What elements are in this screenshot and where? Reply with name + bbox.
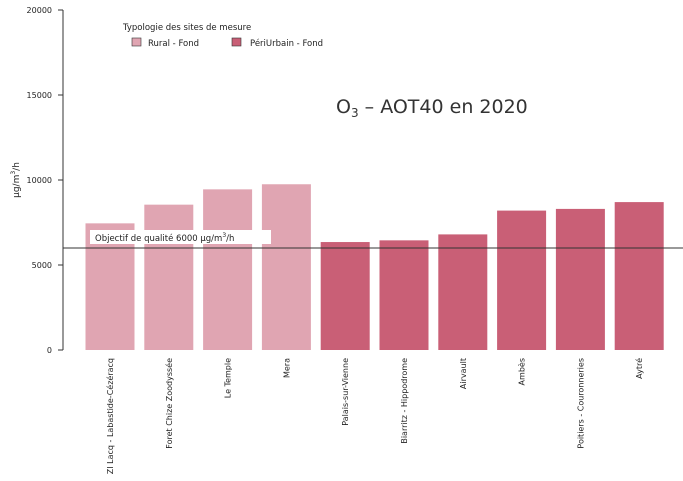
bars: [85, 184, 664, 350]
x-tick-label: Aytré: [634, 358, 644, 379]
legend-swatch-rural: [131, 37, 142, 47]
objective-label-box: [90, 230, 271, 244]
bar: [614, 202, 664, 350]
y-tick-label: 0: [47, 346, 52, 355]
x-tick-label: Palais-sur-Vienne: [341, 358, 350, 426]
y-axis-label: µg/m3/h: [10, 162, 22, 198]
bar: [438, 234, 488, 350]
legend-swatch-periurbain: [231, 37, 242, 47]
bar: [555, 208, 605, 350]
x-tick-label: Poitiers - Couronneries: [576, 358, 585, 449]
legend: Typologie des sites de mesure Rural - Fo…: [122, 23, 323, 49]
legend-label-periurbain: PériUrbain - Fond: [250, 38, 323, 49]
objective-label: Objectif de qualité 6000 µg/m3/h: [95, 232, 234, 244]
x-tick-label: Biarritz - Hippodrome: [400, 358, 409, 444]
y-tick-label: 5000: [32, 261, 52, 270]
x-tick-label: ZI Lacq - Labastide-Cézéracq: [105, 358, 115, 474]
x-tick-label: Airvault: [459, 358, 468, 389]
y-tick-label: 20000: [27, 6, 52, 15]
x-tick-label: Foret Chize Zoodyssée: [164, 358, 174, 449]
legend-title: Typologie des sites de mesure: [122, 23, 251, 33]
bar: [261, 184, 311, 350]
quality-objective: Objectif de qualité 6000 µg/m3/h: [63, 230, 683, 249]
x-tick-label: Le Temple: [224, 358, 233, 398]
bar: [203, 189, 253, 350]
y-axis-ticks: 0 5000 10000 15000 20000: [27, 6, 63, 355]
x-tick-label: Mera: [282, 358, 291, 378]
bar: [85, 223, 135, 350]
x-axis-labels: ZI Lacq - Labastide-Cézéracq Foret Chize …: [105, 358, 644, 474]
bar: [497, 210, 547, 350]
bar: [144, 204, 194, 350]
bar: [320, 242, 370, 350]
y-tick-label: 10000: [27, 176, 52, 185]
legend-label-rural: Rural - Fond: [148, 39, 199, 49]
bar: [379, 240, 429, 350]
chart-title: O3 – AOT40 en 2020: [336, 96, 528, 120]
y-tick-label: 15000: [27, 91, 52, 100]
x-tick-label: Ambès: [517, 358, 527, 385]
